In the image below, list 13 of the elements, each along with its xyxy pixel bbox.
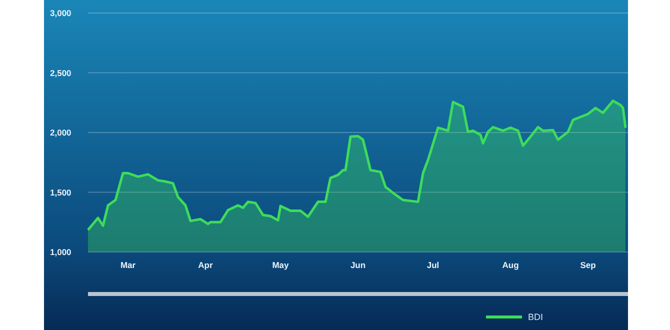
x-tick-label: Jun [350,260,366,270]
x-tick-label: May [272,260,290,270]
y-tick-label: 1,500 [50,187,72,198]
y-tick-label: 3,000 [50,8,72,18]
y-tick-label: 2,000 [50,128,72,138]
legend-label: BDI [528,312,544,322]
x-tick-label: Sep [580,260,596,270]
x-tick-label: Jul [426,260,440,270]
y-tick-label: 1,000 [50,247,72,257]
x-tick-label: Aug [502,260,519,270]
x-tick-label: Mar [120,260,136,270]
y-tick-label: 2,500 [50,68,72,78]
x-tick-label: Apr [198,260,214,270]
